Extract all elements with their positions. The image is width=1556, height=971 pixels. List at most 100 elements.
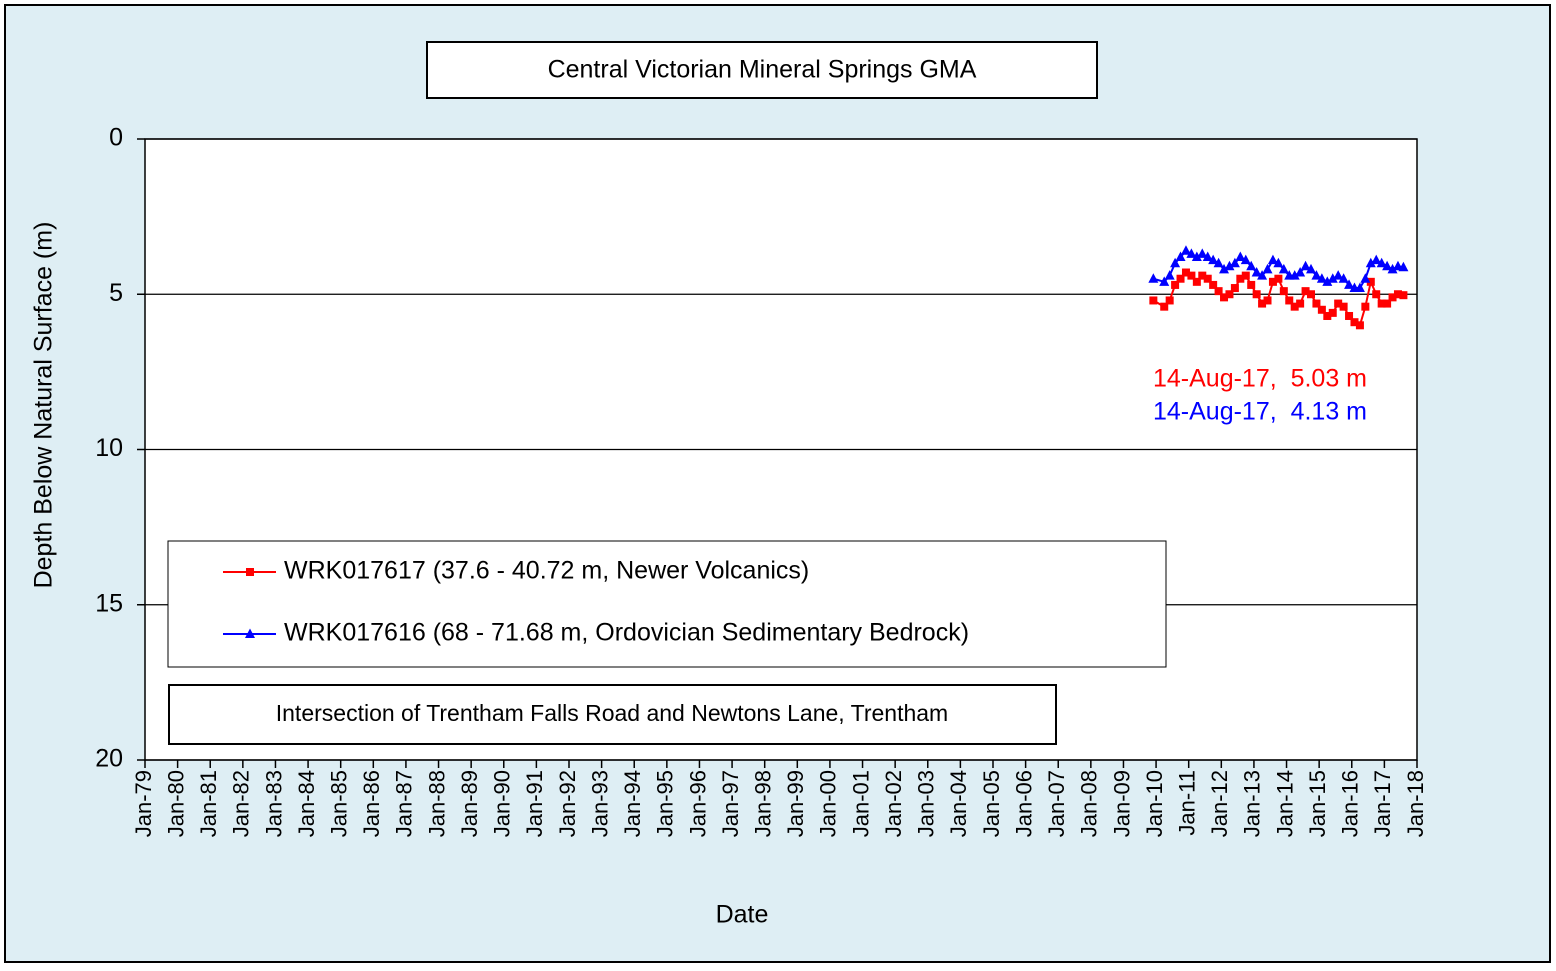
- marker: [1355, 321, 1364, 330]
- marker: [1387, 263, 1398, 274]
- marker: [1262, 263, 1273, 274]
- plot-border: [144, 138, 1418, 761]
- marker: [1393, 290, 1402, 299]
- x-tick-label: Jan-11: [1175, 770, 1200, 836]
- marker: [1312, 299, 1321, 308]
- marker: [1295, 267, 1306, 277]
- overlay: WRK017617 (37.6 - 40.72 m, Newer Volcani…: [223, 365, 1367, 647]
- chart-title: Central Victorian Mineral Springs GMA: [548, 56, 977, 84]
- legend-label: WRK017617 (37.6 - 40.72 m, Newer Volcani…: [284, 557, 809, 585]
- marker: [1181, 268, 1190, 277]
- x-tick-label: Jan-18: [1403, 770, 1428, 837]
- marker: [1334, 299, 1343, 308]
- marker: [1333, 270, 1344, 280]
- x-tick-label: Jan-80: [163, 770, 188, 837]
- series: [1148, 245, 1409, 330]
- marker: [1263, 296, 1272, 305]
- marker: [1273, 257, 1284, 268]
- marker: [1399, 291, 1408, 300]
- marker: [1251, 267, 1262, 277]
- x-tick-label: Jan-86: [359, 770, 384, 837]
- x-tick-label: Jan-07: [1044, 770, 1069, 837]
- marker: [1290, 302, 1299, 311]
- marker: [1220, 293, 1229, 302]
- marker: [1372, 290, 1381, 299]
- marker: [1327, 273, 1338, 283]
- marker: [1159, 276, 1170, 286]
- marker: [1192, 277, 1201, 286]
- marker: [1213, 257, 1224, 268]
- x-tick-label: Jan-01: [848, 770, 873, 837]
- marker: [1258, 299, 1267, 308]
- x-tick-label: Jan-12: [1207, 770, 1232, 837]
- marker: [1360, 273, 1371, 283]
- marker: [1203, 274, 1212, 283]
- marker: [1376, 257, 1387, 268]
- marker: [1339, 302, 1348, 311]
- marker: [1338, 273, 1349, 283]
- marker: [1306, 263, 1316, 274]
- marker: [1366, 277, 1375, 286]
- marker: [1267, 254, 1278, 265]
- marker: [1235, 251, 1246, 261]
- marker: [246, 568, 254, 576]
- marker: [1171, 280, 1180, 289]
- marker: [1398, 261, 1409, 272]
- marker: [1371, 254, 1382, 265]
- marker: [1164, 270, 1175, 280]
- x-tick-label: Jan-02: [881, 770, 906, 837]
- marker: [1361, 302, 1370, 311]
- marker: [1307, 290, 1315, 299]
- marker: [1257, 270, 1268, 280]
- marker: [1214, 287, 1223, 296]
- marker: [1354, 282, 1365, 293]
- marker: [1252, 290, 1261, 299]
- marker: [1350, 318, 1359, 327]
- x-tick-label: Jan-82: [229, 770, 254, 837]
- location-label: Intersection of Trentham Falls Road and …: [276, 700, 948, 726]
- x-tick-label: Jan-96: [685, 770, 710, 837]
- marker: [1377, 299, 1386, 308]
- marker: [1240, 254, 1251, 265]
- marker: [1202, 251, 1213, 261]
- y-tick-label: 20: [95, 745, 123, 773]
- marker: [1278, 263, 1289, 274]
- x-tick-label: Jan-79: [131, 770, 156, 837]
- marker: [1165, 296, 1174, 305]
- marker: [1383, 299, 1392, 308]
- marker: [1176, 274, 1185, 283]
- x-tick-label: Jan-81: [196, 770, 221, 837]
- marker: [1311, 270, 1322, 280]
- marker: [1285, 296, 1294, 305]
- y-tick-label: 10: [95, 434, 123, 462]
- marker: [1300, 260, 1311, 271]
- marker: [1328, 308, 1337, 317]
- marker: [1246, 260, 1257, 271]
- x-tick-label: Jan-93: [587, 770, 612, 837]
- x-tick-label: Jan-85: [327, 770, 352, 837]
- y-tick-label: 0: [109, 124, 123, 152]
- marker: [245, 628, 255, 638]
- y-tick-label: 5: [109, 279, 123, 307]
- x-tick-label: Jan-03: [914, 770, 939, 837]
- x-tick-label: Jan-88: [424, 770, 449, 837]
- x-tick-label: Jan-89: [457, 770, 482, 837]
- marker: [1301, 287, 1310, 296]
- x-tick-label: Jan-84: [294, 770, 319, 837]
- annotation: 14-Aug-17, 5.03 m: [1153, 365, 1367, 393]
- marker: [1197, 248, 1208, 258]
- marker: [1241, 271, 1250, 280]
- marker: [1274, 274, 1283, 283]
- marker: [1316, 273, 1327, 283]
- marker: [1224, 260, 1235, 271]
- marker: [1289, 270, 1300, 280]
- marker: [1344, 279, 1355, 289]
- marker: [1382, 260, 1393, 271]
- x-tick-label: Jan-16: [1338, 770, 1363, 837]
- x-tick-label: Jan-15: [1305, 770, 1330, 837]
- y-axis-label: Depth Below Natural Surface (m): [30, 222, 58, 589]
- y-tick-label: 15: [95, 589, 123, 617]
- x-tick-label: Jan-05: [979, 770, 1004, 837]
- legend-label: WRK017616 (68 - 71.68 m, Ordovician Sedi…: [284, 619, 969, 647]
